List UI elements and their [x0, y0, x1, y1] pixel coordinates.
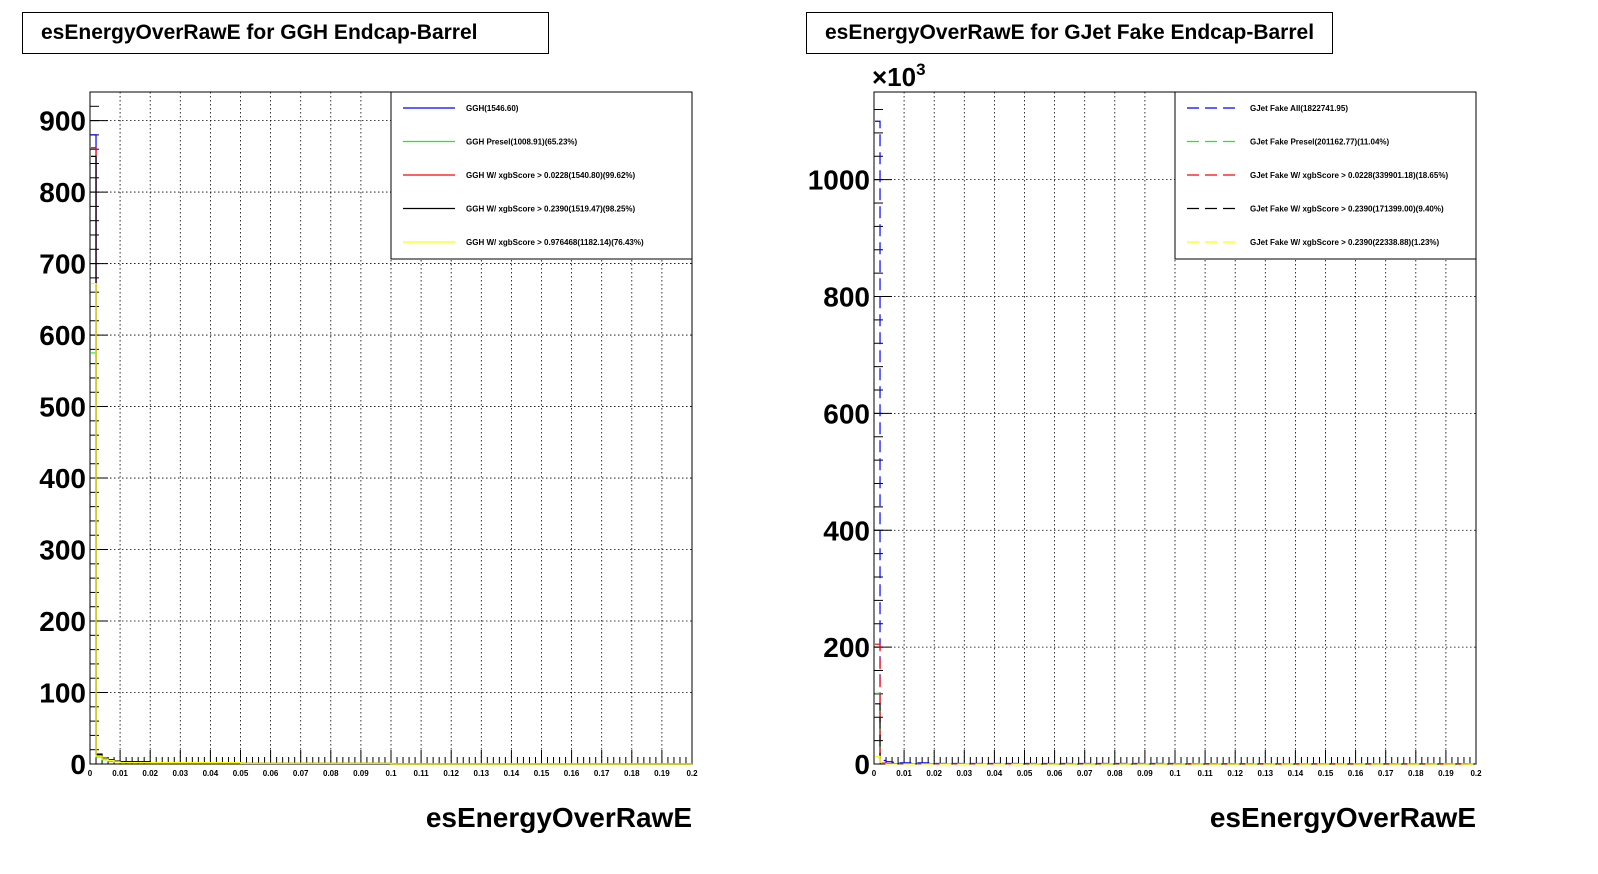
x-tick-label: 0.17: [1378, 769, 1394, 778]
y-scale-multiplier: ×103: [872, 60, 926, 92]
x-tick-label: 0.09: [1137, 769, 1153, 778]
chart-ggh: 0 0.01 0.02 0.03 0.04 0.05 0.06 0.07 0.08 0.09 0.1…: [39, 91, 698, 833]
y-tick-label: 400: [823, 515, 870, 546]
x-tick-label: 0.15: [1318, 769, 1334, 778]
x-axis-title: esEnergyOverRawE: [426, 802, 692, 833]
x-tick-label: 0.11: [1198, 769, 1214, 778]
x-tick-label: 0.07: [1077, 769, 1093, 778]
y-tick-label: 600: [39, 320, 86, 351]
chart-title-right: esEnergyOverRawE for GJet Fake Endcap-Ba…: [806, 12, 1333, 54]
x-tick-label: 0.02: [142, 769, 158, 778]
x-tick-label: 0.12: [443, 769, 459, 778]
y-tick-label: 800: [39, 177, 86, 208]
x-tick-label: 0.03: [957, 769, 973, 778]
x-tick-label: 0.1: [385, 769, 397, 778]
y-tick-label: 400: [39, 463, 86, 494]
y-tick-label: 800: [823, 282, 870, 313]
legend-label: GJet Fake Presel(201162.77)(11.04%): [1250, 138, 1390, 147]
x-tick-label: 0.02: [926, 769, 942, 778]
x-tick-label: 0.14: [504, 769, 520, 778]
x-tick-label: 0.04: [987, 769, 1003, 778]
x-tick-label: 0.04: [203, 769, 219, 778]
series-line: [91, 282, 692, 765]
x-tick-label: 0.17: [594, 769, 610, 778]
y-tick-label: 100: [39, 678, 86, 709]
legend-label: GGH W/ xgbScore > 0.976468(1182.14)(76.4…: [466, 238, 644, 247]
legend-label: GJet Fake All(1822741.95): [1250, 104, 1348, 113]
x-tick-label: 0.05: [233, 769, 249, 778]
x-tick-label: 0.09: [353, 769, 369, 778]
legend-label: GGH Presel(1008.91)(65.23%): [466, 138, 578, 147]
y-tick-label: 500: [39, 392, 86, 423]
legend: GJet Fake All(1822741.95) GJet Fake Prese…: [1174, 91, 1477, 260]
y-tick-label: 0: [70, 749, 86, 780]
legend-label: GGH(1546.60): [466, 104, 519, 113]
x-tick-label: 0: [88, 769, 93, 778]
y-tick-label: 200: [39, 606, 86, 637]
x-tick-label: 0.03: [173, 769, 189, 778]
y-scale-exponent: 3: [916, 60, 925, 79]
x-tick-label: 0.07: [293, 769, 309, 778]
x-tick-label: 0.16: [564, 769, 580, 778]
x-tick-label: 0.12: [1227, 769, 1243, 778]
x-axis-title: esEnergyOverRawE: [1210, 802, 1476, 833]
x-tick-label: 0.01: [896, 769, 912, 778]
y-tick-label: 300: [39, 535, 86, 566]
legend: GGH(1546.60) GGH Presel(1008.91)(65.23%) G…: [390, 91, 693, 260]
legend-label: GGH W/ xgbScore > 0.0228(1540.80)(99.62%…: [466, 171, 636, 180]
chart-title-left: esEnergyOverRawE for GGH Endcap-Barrel: [22, 12, 549, 54]
x-tick-label: 0.06: [263, 769, 279, 778]
y-tick-label: 1000: [808, 165, 870, 196]
y-tick-label: 700: [39, 249, 86, 280]
x-tick-label: 0.13: [1258, 769, 1274, 778]
x-tick-label: 0.19: [1438, 769, 1454, 778]
x-tick-label: 0.16: [1348, 769, 1364, 778]
x-tick-label: 0.2: [1470, 769, 1482, 778]
x-tick-label: 0.06: [1047, 769, 1063, 778]
series-line: [91, 352, 692, 765]
x-tick-label: 0.18: [624, 769, 640, 778]
y-tick-label: 200: [823, 632, 870, 663]
x-tick-label: 0: [872, 769, 877, 778]
x-tick-label: 0.19: [654, 769, 670, 778]
y-tick-label: 600: [823, 398, 870, 429]
x-tick-label: 0.18: [1408, 769, 1424, 778]
y-tick-label: 0: [854, 749, 870, 780]
x-tick-label: 0.1: [1169, 769, 1181, 778]
x-tick-label: 0.13: [474, 769, 490, 778]
legend-label: GGH W/ xgbScore > 0.2390(1519.47)(98.25%…: [466, 205, 636, 214]
x-tick-label: 0.08: [323, 769, 339, 778]
legend-label: GJet Fake W/ xgbScore > 0.2390(22338.88)…: [1250, 238, 1440, 247]
x-tick-label: 0.11: [414, 769, 430, 778]
y-tick-label: 900: [39, 106, 86, 137]
legend-label: GJet Fake W/ xgbScore > 0.2390(171399.00…: [1250, 205, 1444, 214]
x-tick-label: 0.15: [534, 769, 550, 778]
x-tick-label: 0.2: [686, 769, 698, 778]
x-tick-label: 0.14: [1288, 769, 1304, 778]
chart-gjet: 0 0.01 0.02 0.03 0.04 0.05 0.06 0.07 0.08 0.09 0.1…: [808, 60, 1482, 833]
x-tick-label: 0.01: [112, 769, 128, 778]
x-tick-label: 0.08: [1107, 769, 1123, 778]
x-tick-label: 0.05: [1017, 769, 1033, 778]
legend-label: GJet Fake W/ xgbScore > 0.0228(339901.18…: [1250, 171, 1448, 180]
